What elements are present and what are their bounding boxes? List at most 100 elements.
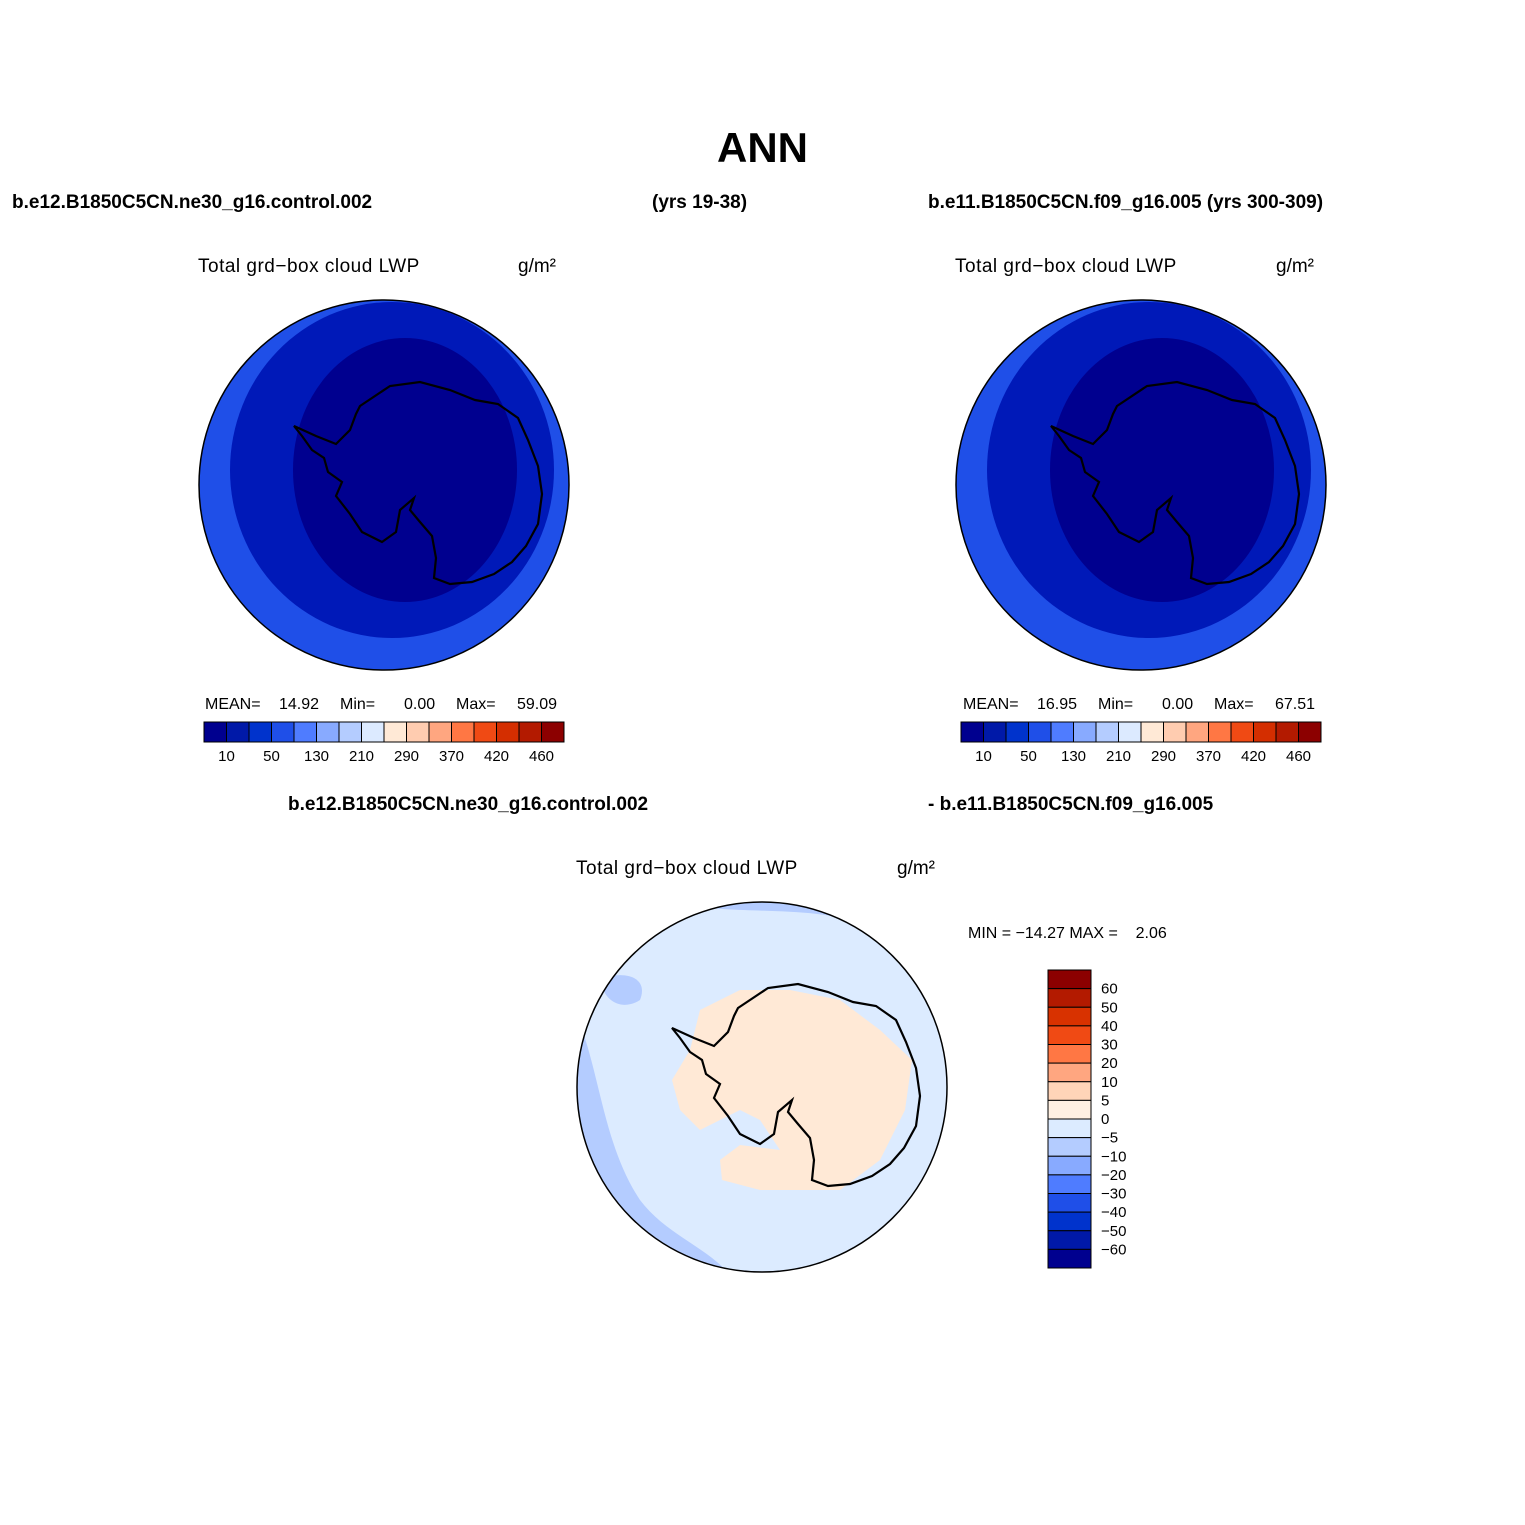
left-colorbar-box [248,721,272,743]
right-min-value: 0.00 [1162,696,1194,713]
left-colorbar-label: 370 [439,748,464,765]
left-colorbar-label: 420 [484,748,509,765]
diff-colorbar-label: −5 [1101,1130,1118,1147]
right-colorbar-box [960,721,984,743]
diff-colorbar-label: −20 [1101,1167,1126,1184]
left-colorbar-box [406,721,430,743]
diff-colorbar-box [1047,969,1092,990]
left-colorbar-label: 10 [218,748,235,765]
diff-colorbar-box [1047,1044,1092,1064]
diff-minmax: MIN = −14.27 MAX = 2.06 [968,925,1167,942]
diff-colorbar-label: 40 [1101,1018,1118,1035]
left-colorbar-label: 290 [394,748,419,765]
right-colorbar-box [983,721,1007,743]
left-colorbar-box [361,721,385,743]
diff-colorbar-box [1047,988,1092,1008]
left-map-inner-band [293,338,517,602]
left-colorbar-box [226,721,250,743]
diff-colorbar-box [1047,1174,1092,1194]
diff-plot-units: g/m² [897,858,935,879]
diff-colorbar-label: 60 [1101,981,1118,998]
right-colorbar-label: 370 [1196,748,1221,765]
left-map [199,300,569,670]
diff-map-border [576,901,948,1273]
diff-colorbar-box [1047,1006,1092,1027]
diff-colorbar-label: 5 [1101,1092,1109,1109]
right-colorbar-box [1050,721,1074,743]
left-min-value: 0.00 [404,696,436,713]
left-colorbar-box [541,721,565,743]
left-colorbar-box [203,721,227,743]
left-colorbar-box [496,721,520,743]
diff-map [577,902,947,1272]
diff-colorbar-label: 50 [1101,999,1118,1016]
right-colorbar-label: 460 [1286,748,1311,765]
diff-colorbar-label: 30 [1101,1037,1118,1054]
diff-colorbar-box [1047,1099,1092,1120]
right-colorbar-box [1275,721,1299,743]
right-colorbar-box [1298,721,1322,743]
left-colorbar-label: 130 [304,748,329,765]
diff-colorbar-label: −30 [1101,1186,1126,1203]
right-max-label: Max= [1214,696,1254,713]
diff-colorbar-label: 10 [1101,1074,1118,1091]
right-min-label: Min= [1098,696,1134,713]
right-colorbar: 10 50 130 210 290 370 420 460 [960,721,1322,765]
diff-colorbar-box [1047,1248,1092,1269]
left-max-value: 59.09 [517,696,558,713]
diff-colorbar-label: −10 [1101,1148,1126,1165]
left-colorbar-label: 460 [529,748,554,765]
right-map-inner-band [1050,338,1274,602]
diff-colorbar-label: 20 [1101,1055,1118,1072]
right-colorbar-box [1028,721,1052,743]
right-colorbar-label: 50 [1020,748,1037,765]
right-colorbar-box [1073,721,1097,743]
left-max-label: Max= [456,696,496,713]
case-right-label: b.e11.B1850C5CN.f09_g16.005 (yrs 300-309… [928,192,1324,213]
left-colorbar-box [316,721,340,743]
diff-colorbar-box [1047,1211,1092,1232]
right-colorbar-label: 10 [975,748,992,765]
diff-colorbar-box [1047,1062,1092,1083]
left-colorbar-box [271,721,295,743]
right-colorbar-label: 210 [1106,748,1131,765]
right-colorbar-box [1118,721,1142,743]
left-colorbar: 10 50 130 210 290 370 420 460 [203,721,565,765]
left-colorbar-box [451,721,475,743]
right-map-border [955,299,1327,671]
diff-map-negative-region-nw [600,975,642,1005]
diff-colorbar-label: 0 [1101,1111,1109,1128]
diff-colorbar-box [1047,1137,1092,1157]
left-plot-title: Total grd−box cloud LWP [198,256,420,277]
diff-map-positive-region [672,990,912,1190]
left-colorbar-box [338,721,362,743]
diff-colorbar-box [1047,1155,1092,1176]
right-colorbar-box [1230,721,1254,743]
diff-colorbar-box [1047,1025,1092,1045]
right-colorbar-box [1185,721,1209,743]
right-colorbar-label: 290 [1151,748,1176,765]
left-plot-units: g/m² [518,256,556,277]
years-left-label: (yrs 19-38) [652,192,748,213]
left-colorbar-box [383,721,407,743]
diff-colorbar-box [1047,1118,1092,1139]
left-min-label: Min= [340,696,376,713]
right-colorbar-box [1095,721,1119,743]
diff-case-a-label: b.e12.B1850C5CN.ne30_g16.control.002 [288,794,649,815]
main-title: ANN [717,124,808,171]
left-mean-value: 14.92 [279,696,320,713]
diff-plot-title: Total grd−box cloud LWP [576,858,798,879]
left-mean-label: MEAN= [205,696,261,713]
right-mean-value: 16.95 [1037,696,1078,713]
right-colorbar-box [1140,721,1164,743]
left-colorbar-label: 210 [349,748,374,765]
left-colorbar-box [428,721,452,743]
left-colorbar-label: 50 [263,748,280,765]
right-colorbar-box [1208,721,1232,743]
diff-colorbar-box [1047,1230,1092,1250]
left-colorbar-box [473,721,497,743]
diff-colorbar-box [1047,1193,1092,1213]
right-colorbar-label: 420 [1241,748,1266,765]
